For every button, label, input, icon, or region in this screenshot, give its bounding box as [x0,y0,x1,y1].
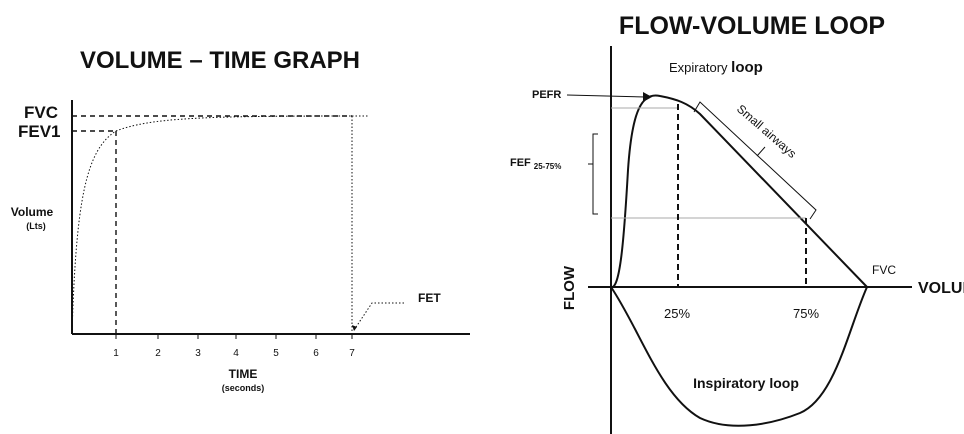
fv-expiratory-label: Expiratory loop [669,59,763,76]
fv-fvc-label: FVC [872,263,896,277]
fv-25-label: 25% [664,306,690,321]
vt-fev1-label: FEV1 [18,122,61,141]
volume-time-title: VOLUME – TIME GRAPH [80,47,360,74]
fv-75-label: 75% [793,306,819,321]
flow-volume-title: FLOW-VOLUME LOOP [619,12,885,40]
vt-tick-1: 1 [113,348,119,359]
vt-x-unit: (seconds) [222,383,265,393]
volume-time-graph: VOLUME – TIME GRAPH FVC FEV1 Volume (Lts… [11,47,470,393]
vt-fet-label: FET [418,291,441,305]
vt-tick-2: 2 [155,348,161,359]
fv-flow-label: FLOW [561,265,578,310]
vt-tick-7: 7 [349,348,355,359]
fv-expiratory-curve [610,94,868,288]
flow-volume-loop: FLOW-VOLUME LOOP FLOW VOLUME Expiratory … [510,12,964,434]
vt-y-unit: (Lts) [26,221,46,231]
vt-tick-6: 6 [313,348,319,359]
vt-tick-5: 5 [273,348,279,359]
fv-inspiratory-curve [610,286,868,427]
fv-fef-label: FEF 25-75% [510,157,561,171]
vt-y-label: Volume [11,205,54,219]
vt-fet-pointer [353,302,404,331]
fv-pefr-arrowhead [643,92,652,102]
vt-x-ticks: 1 2 3 4 5 6 7 [113,334,355,359]
fv-fef-bracket [588,133,598,215]
vt-fet-arrowhead [352,325,357,331]
vt-fvc-label: FVC [24,103,58,122]
fv-inspiratory-label: Inspiratory loop [693,375,799,391]
fv-volume-label: VOLUME [918,280,964,297]
fv-small-airways-label: Small airways [734,102,799,161]
vt-x-label: TIME [229,367,258,381]
vt-curve [71,115,353,335]
fv-pefr-label: PEFR [532,89,561,101]
fv-small-airways-bracket [693,101,817,220]
fv-pefr-arrow [566,94,646,98]
vt-tick-3: 3 [195,348,201,359]
vt-tick-4: 4 [233,348,239,359]
